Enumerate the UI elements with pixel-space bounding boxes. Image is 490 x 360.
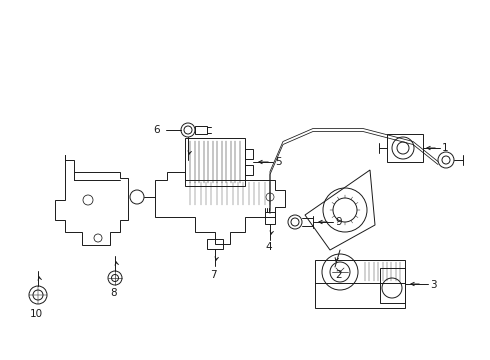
Text: 3: 3 [430,280,437,290]
Text: 4: 4 [265,242,271,252]
Text: 7: 7 [210,270,217,280]
Bar [245,165,253,175]
Text: 8: 8 [110,288,117,298]
Text: 10: 10 [30,309,43,319]
Text: 9: 9 [335,217,342,227]
Bar [387,134,423,162]
Bar [380,268,405,303]
Text: 2: 2 [335,270,342,280]
Bar [245,149,253,159]
Text: 6: 6 [153,125,160,135]
Text: 1: 1 [442,143,449,153]
Bar [185,138,245,186]
Bar [195,126,207,134]
Text: 5: 5 [275,157,282,167]
